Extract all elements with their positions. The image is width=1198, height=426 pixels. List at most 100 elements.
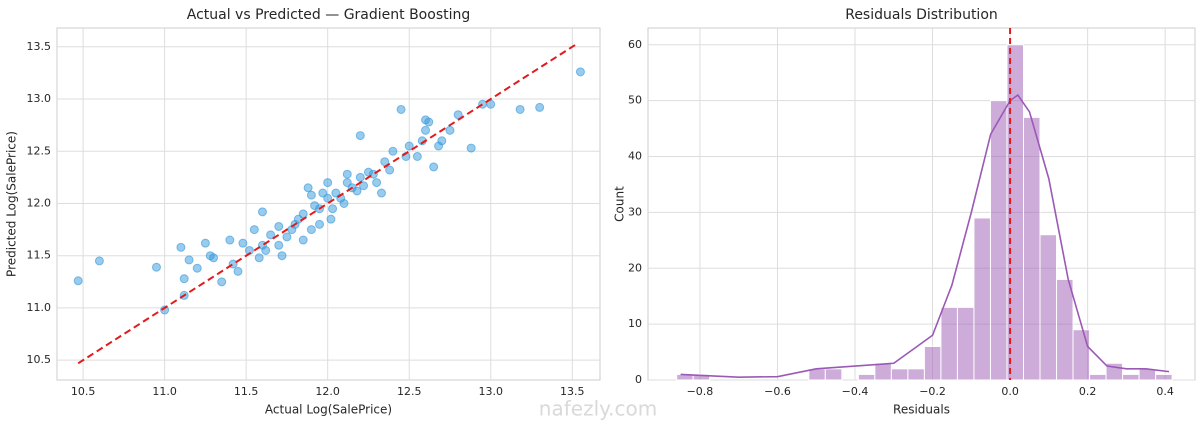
point [328, 204, 338, 214]
x-tick-label: −0.4 [842, 385, 869, 398]
bar [1039, 234, 1058, 381]
point [303, 183, 313, 193]
point [412, 151, 422, 161]
point [254, 253, 264, 263]
plot-area [647, 27, 1196, 381]
bar [989, 100, 1008, 381]
x-tick-label: 10.5 [71, 385, 96, 398]
point [179, 274, 189, 284]
point [515, 104, 525, 114]
y-tick-label: 30 [628, 205, 642, 218]
x-tick-label: 13.5 [560, 385, 585, 398]
y-tick-label: 20 [628, 261, 642, 274]
point [424, 117, 434, 127]
point [359, 181, 369, 191]
point [306, 190, 316, 200]
bar [923, 345, 942, 381]
bar [973, 217, 991, 381]
x-axis-label: Actual Log(SalePrice) [265, 403, 392, 417]
y-tick-label: 13.0 [27, 92, 52, 105]
point [429, 162, 439, 172]
x-tick-label: 0.4 [1156, 385, 1174, 398]
point [385, 165, 395, 175]
y-tick-label: 11.5 [27, 249, 52, 262]
y-tick-label: 40 [628, 150, 642, 163]
point [372, 178, 382, 188]
y-tick-label: 12.0 [27, 196, 52, 209]
x-tick-label: 12.0 [315, 385, 340, 398]
x-tick-label: 12.5 [397, 385, 422, 398]
bar [1056, 278, 1074, 381]
point [233, 266, 243, 276]
x-axis-label: Residuals [893, 403, 950, 417]
y-tick-label: 12.5 [27, 144, 52, 157]
y-tick-label: 0 [635, 373, 642, 386]
point [486, 99, 496, 109]
point [434, 141, 444, 151]
point [282, 232, 292, 242]
x-tick-label: −0.6 [764, 385, 791, 398]
x-tick-label: 0.2 [1079, 385, 1097, 398]
bar [857, 373, 876, 381]
bar [1155, 373, 1173, 381]
y-tick-label: 11.0 [27, 301, 52, 314]
point [184, 255, 194, 265]
point [249, 225, 259, 235]
point [151, 262, 161, 272]
bar [1089, 373, 1107, 381]
bar [692, 373, 711, 381]
point [176, 242, 186, 252]
point [535, 102, 545, 112]
point [352, 186, 362, 196]
y-axis-label: Count [613, 186, 627, 222]
point [380, 157, 390, 167]
point [453, 110, 463, 120]
y-tick-label: 10 [628, 317, 642, 330]
point [326, 214, 336, 224]
point [310, 201, 320, 211]
x-tick-label: 11.0 [152, 385, 177, 398]
point [315, 219, 325, 229]
point [266, 230, 276, 240]
point [73, 276, 83, 286]
x-tick-label: 11.5 [234, 385, 259, 398]
bar [907, 368, 925, 381]
point [192, 263, 202, 273]
bar [1072, 329, 1091, 381]
point [388, 146, 398, 156]
bar [890, 368, 909, 381]
chart-title: Residuals Distribution [845, 7, 998, 23]
point [445, 125, 455, 135]
point [209, 253, 219, 263]
point [355, 172, 365, 182]
point [217, 277, 227, 287]
y-tick-label: 50 [628, 94, 642, 107]
point [355, 131, 365, 141]
point [277, 251, 287, 261]
bar [940, 306, 958, 381]
y-tick-label: 60 [628, 38, 642, 51]
point [575, 67, 585, 77]
bar [824, 368, 843, 381]
point [421, 125, 431, 135]
kde-line [680, 93, 1170, 379]
y-tick-label: 13.5 [27, 40, 52, 53]
x-tick-label: −0.2 [919, 385, 946, 398]
bar [1122, 373, 1140, 381]
point [160, 305, 170, 315]
bar [874, 362, 892, 381]
point [200, 238, 210, 248]
point [94, 256, 104, 266]
y-axis-label: Predicted Log(SalePrice) [5, 131, 19, 277]
point [318, 188, 328, 198]
point [396, 104, 406, 114]
point [342, 169, 352, 179]
point [466, 143, 476, 153]
point [238, 238, 248, 248]
point [306, 225, 316, 235]
bar [1022, 116, 1041, 381]
x-tick-label: −0.8 [687, 385, 714, 398]
point [274, 221, 284, 231]
x-tick-label: 13.0 [478, 385, 503, 398]
